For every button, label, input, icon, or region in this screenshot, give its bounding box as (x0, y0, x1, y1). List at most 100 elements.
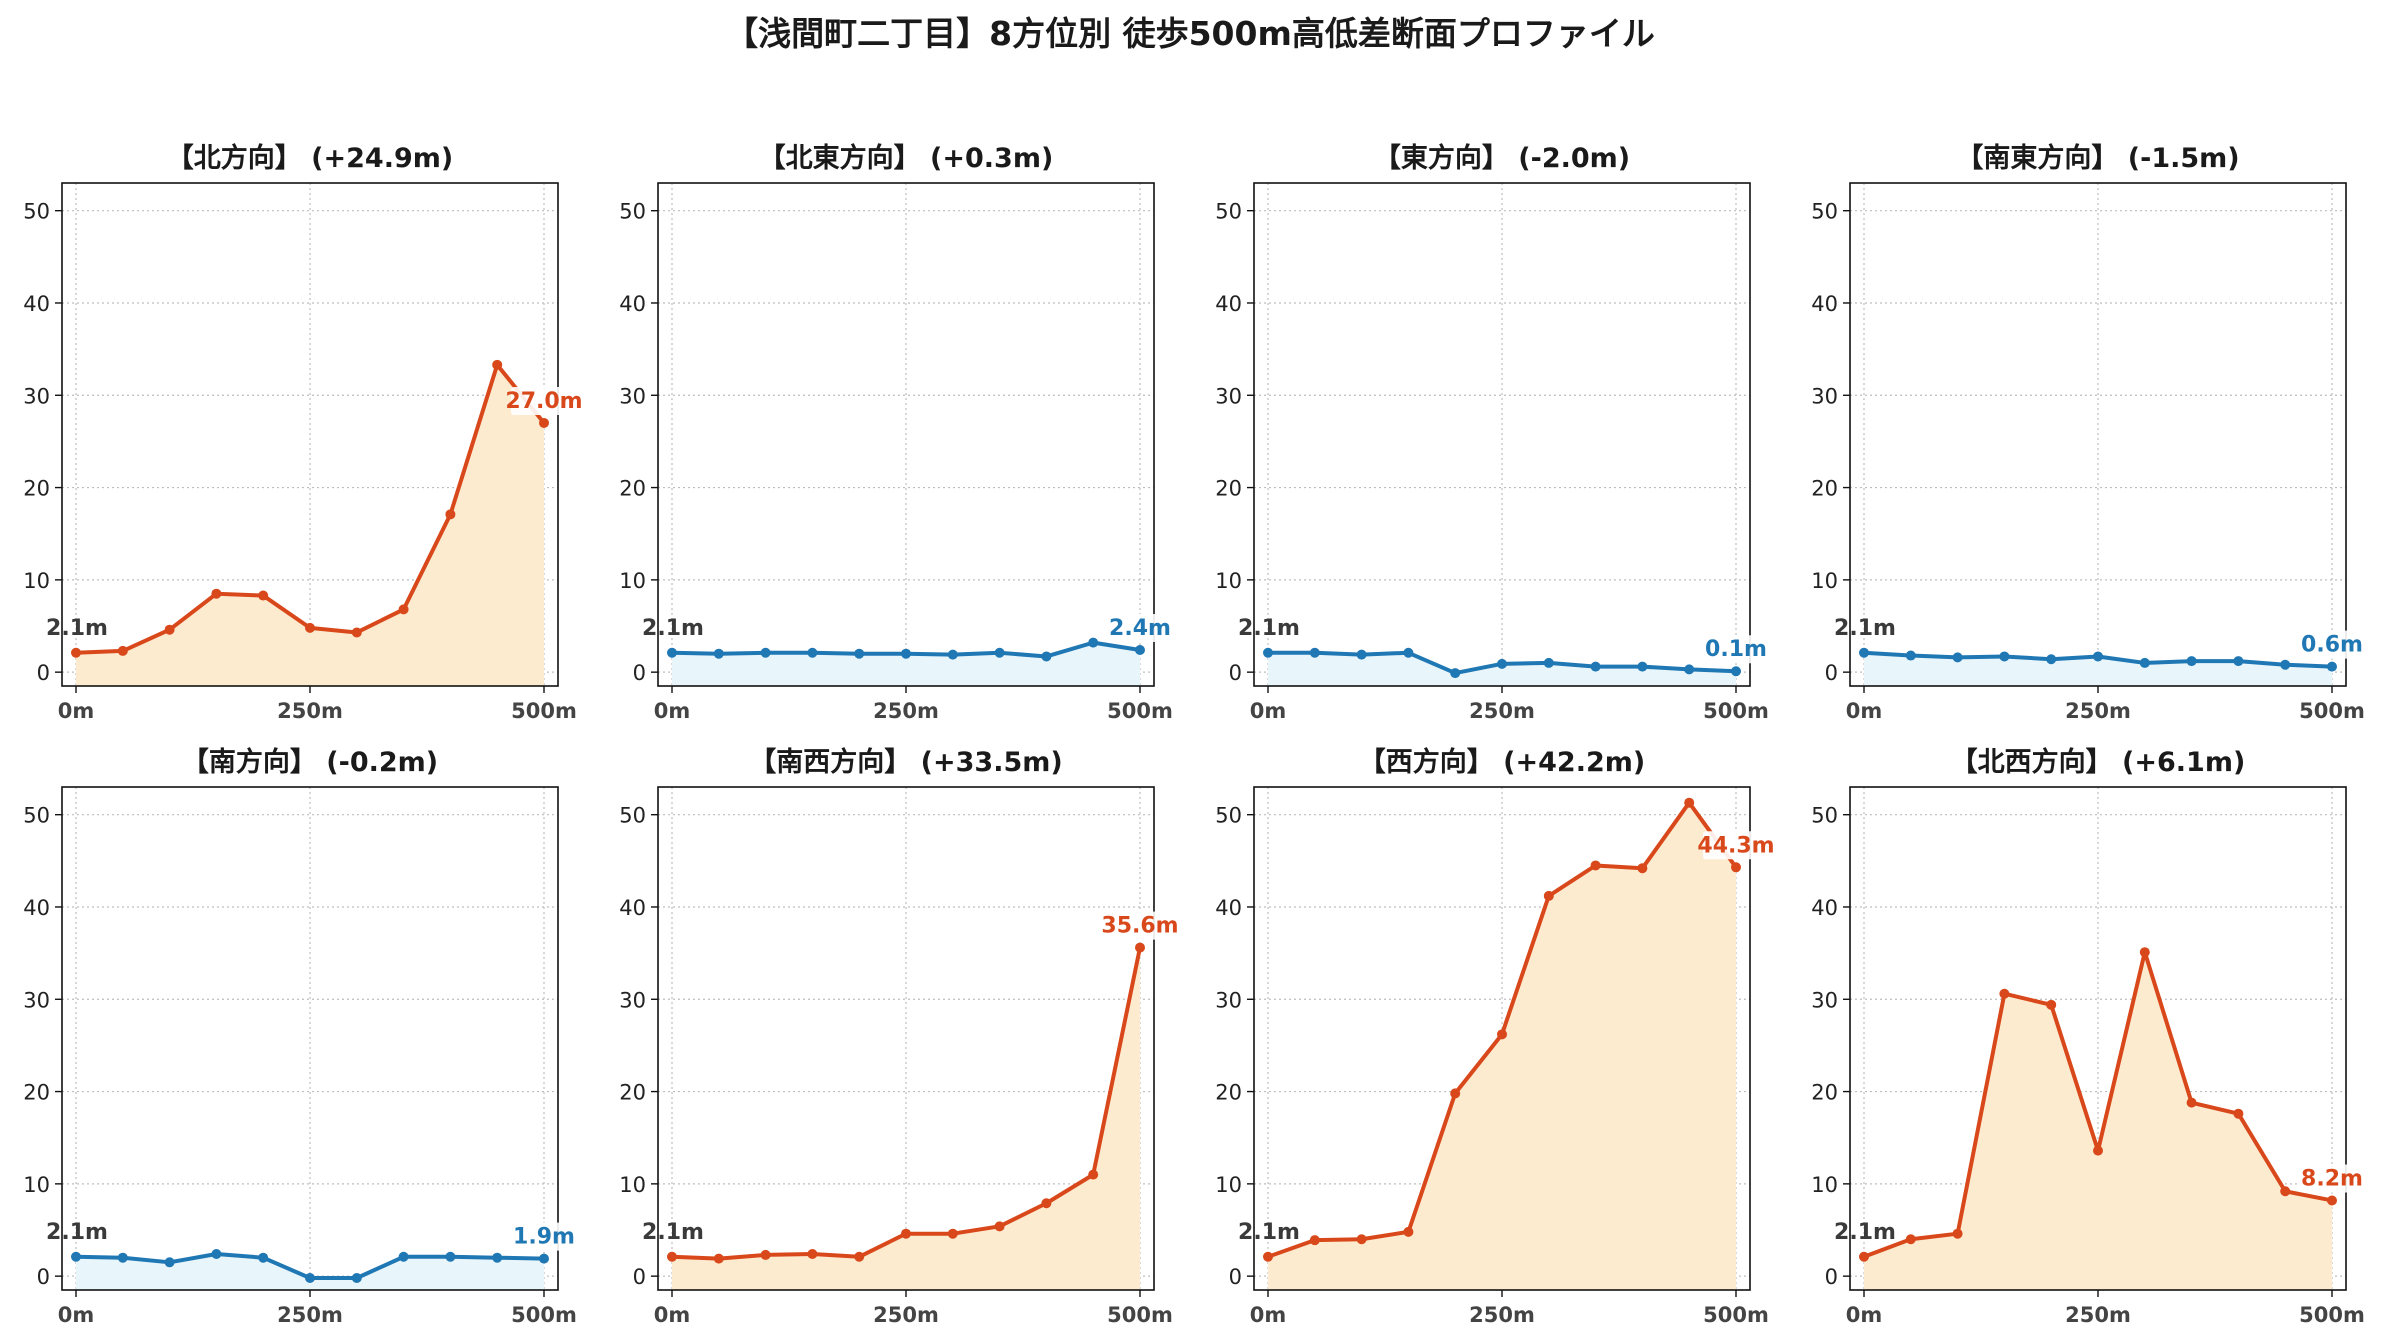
x-tick-label: 0m (58, 699, 95, 723)
end-value-label: 0.1m (1705, 637, 1767, 662)
x-tick-label: 250m (873, 1303, 939, 1327)
data-point (713, 648, 724, 659)
data-point (351, 1273, 362, 1284)
data-point (667, 647, 677, 658)
x-tick-label: 0m (1846, 1303, 1883, 1327)
y-tick-label: 10 (1811, 569, 1838, 593)
area-fill (76, 1254, 544, 1290)
y-tick-label: 20 (23, 477, 50, 501)
data-point (2233, 1108, 2244, 1119)
data-point (305, 1273, 315, 1284)
x-tick-label: 500m (1703, 699, 1769, 723)
figure-title: 【浅間町二丁目】8方位別 徒歩500m高低差断面プロファイル (725, 14, 1655, 53)
area-fill (1864, 952, 2332, 1290)
area-fill (76, 364, 544, 686)
y-tick-label: 50 (1811, 200, 1838, 224)
data-point (667, 1251, 677, 1262)
x-tick-label: 0m (1846, 699, 1883, 723)
data-point (539, 1253, 549, 1264)
y-tick-label: 20 (619, 1081, 646, 1105)
start-value-label: 2.1m (642, 1220, 704, 1245)
data-point (1497, 658, 1507, 669)
data-point (2093, 1145, 2103, 1156)
data-point (1041, 1198, 1052, 1209)
x-tick-label: 500m (1703, 1303, 1769, 1327)
data-point (71, 1251, 81, 1262)
panel-title: 【南東方向】 (-1.5m) (1956, 142, 2239, 174)
end-label-box (2299, 1164, 2365, 1193)
y-tick-label: 30 (619, 988, 646, 1012)
y-tick-label: 10 (619, 569, 646, 593)
x-tick-label: 250m (2065, 1303, 2131, 1327)
data-point (164, 624, 175, 635)
y-tick-label: 30 (619, 384, 646, 408)
data-point (398, 604, 409, 615)
data-point (1905, 1234, 1916, 1245)
data-point (994, 1221, 1005, 1232)
data-point (2186, 656, 2197, 667)
y-tick-label: 50 (23, 804, 50, 828)
data-point (351, 627, 362, 638)
y-tick-label: 0 (633, 1265, 646, 1289)
data-point (854, 648, 865, 659)
y-tick-label: 50 (619, 200, 646, 224)
data-point (71, 647, 81, 658)
data-point (1088, 637, 1099, 648)
end-value-label: 8.2m (2301, 1166, 2363, 1191)
y-tick-label: 30 (1215, 384, 1242, 408)
y-tick-label: 40 (619, 292, 646, 316)
start-value-label: 2.1m (46, 1220, 108, 1245)
data-point (854, 1251, 865, 1262)
data-point (1543, 890, 1554, 901)
x-tick-label: 500m (1107, 1303, 1173, 1327)
data-point (947, 1228, 958, 1239)
y-tick-label: 0 (37, 1265, 50, 1289)
y-tick-label: 10 (23, 1173, 50, 1197)
data-point (1356, 649, 1367, 660)
end-value-label: 27.0m (505, 389, 582, 414)
end-value-label: 35.6m (1101, 914, 1178, 939)
data-point (760, 647, 771, 658)
x-tick-label: 500m (511, 1303, 577, 1327)
data-point (994, 647, 1005, 658)
y-tick-label: 20 (1811, 1081, 1838, 1105)
data-point (258, 1252, 269, 1263)
data-point (305, 622, 315, 633)
y-tick-label: 10 (1215, 569, 1242, 593)
x-tick-label: 0m (1250, 1303, 1287, 1327)
end-label-box (511, 1222, 577, 1251)
data-point (760, 1249, 771, 1260)
y-tick-label: 10 (1215, 1173, 1242, 1197)
x-tick-label: 0m (58, 1303, 95, 1327)
data-point (1637, 863, 1648, 874)
panel-title: 【西方向】 (+42.2m) (1359, 746, 1645, 778)
x-tick-label: 500m (2299, 699, 2365, 723)
end-label-box (1107, 614, 1173, 643)
start-value-label: 2.1m (1238, 616, 1300, 641)
data-point (2093, 651, 2103, 662)
data-point (901, 1228, 911, 1239)
data-point (713, 1253, 724, 1264)
data-point (2233, 656, 2244, 667)
panel-title: 【北西方向】 (+6.1m) (1951, 746, 2246, 778)
x-tick-label: 250m (277, 699, 343, 723)
data-point (1637, 661, 1648, 672)
data-point (1356, 1234, 1367, 1245)
x-tick-label: 500m (511, 699, 577, 723)
data-point (2139, 947, 2150, 958)
end-label-box (1703, 831, 1769, 860)
y-tick-label: 50 (1811, 804, 1838, 828)
data-point (807, 1249, 818, 1260)
data-point (211, 588, 222, 599)
y-tick-label: 0 (1825, 661, 1838, 685)
data-point (1403, 647, 1414, 658)
y-tick-label: 40 (1811, 896, 1838, 920)
y-tick-label: 0 (1229, 661, 1242, 685)
data-point (492, 359, 503, 370)
y-tick-label: 50 (1215, 200, 1242, 224)
